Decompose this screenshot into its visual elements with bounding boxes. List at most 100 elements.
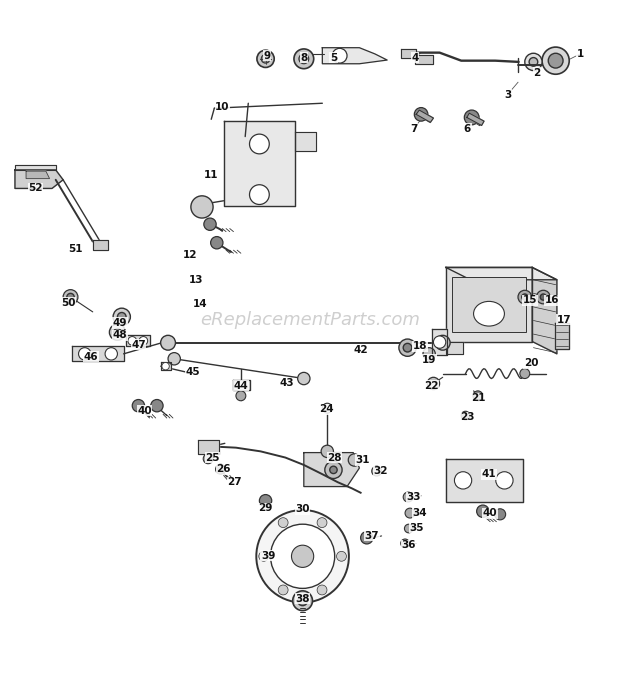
Polygon shape: [15, 165, 56, 170]
Text: 16: 16: [545, 295, 559, 305]
Text: 10: 10: [215, 102, 229, 112]
Ellipse shape: [474, 301, 505, 326]
Polygon shape: [304, 453, 360, 486]
Text: 37: 37: [365, 531, 379, 541]
Circle shape: [249, 134, 269, 154]
Circle shape: [405, 508, 415, 518]
Text: 2: 2: [534, 68, 541, 78]
Text: 49: 49: [113, 318, 127, 328]
Circle shape: [325, 461, 342, 479]
Polygon shape: [467, 113, 484, 126]
Circle shape: [256, 510, 349, 602]
Text: 9: 9: [264, 51, 270, 61]
Text: 11: 11: [204, 170, 218, 180]
Circle shape: [151, 400, 163, 412]
Text: 27: 27: [228, 477, 242, 487]
Circle shape: [403, 344, 412, 352]
Text: eReplacementParts.com: eReplacementParts.com: [200, 311, 420, 329]
Circle shape: [414, 108, 428, 121]
Text: 21: 21: [471, 393, 485, 403]
Circle shape: [317, 585, 327, 595]
Circle shape: [298, 596, 308, 606]
Polygon shape: [26, 171, 50, 178]
Circle shape: [117, 313, 126, 321]
Text: 26: 26: [216, 464, 231, 474]
Circle shape: [461, 411, 470, 420]
Circle shape: [433, 336, 446, 348]
Circle shape: [317, 518, 327, 527]
Text: 44: 44: [234, 381, 248, 391]
Text: 38: 38: [295, 594, 310, 604]
Circle shape: [168, 352, 180, 365]
Text: 25: 25: [205, 453, 219, 462]
Circle shape: [109, 324, 125, 340]
Text: 3: 3: [504, 89, 511, 100]
Circle shape: [427, 377, 440, 389]
Polygon shape: [555, 323, 569, 349]
Text: 47: 47: [131, 339, 146, 350]
Polygon shape: [73, 346, 123, 361]
Circle shape: [79, 348, 91, 360]
Circle shape: [139, 337, 148, 345]
Circle shape: [337, 551, 347, 561]
Text: 14: 14: [193, 299, 208, 309]
Text: 36: 36: [402, 540, 416, 550]
Circle shape: [270, 524, 335, 588]
Text: 29: 29: [259, 503, 273, 513]
Text: 39: 39: [261, 550, 275, 561]
Circle shape: [257, 50, 274, 68]
Text: 32: 32: [374, 466, 388, 476]
Circle shape: [203, 454, 213, 464]
Circle shape: [332, 48, 347, 63]
Text: 7: 7: [410, 124, 417, 134]
Circle shape: [403, 492, 413, 502]
Text: 13: 13: [188, 275, 203, 285]
Text: 28: 28: [327, 453, 342, 462]
Circle shape: [348, 454, 361, 466]
Polygon shape: [446, 459, 523, 502]
Circle shape: [162, 363, 169, 370]
Circle shape: [520, 369, 529, 378]
Text: 24: 24: [319, 404, 334, 415]
Circle shape: [293, 591, 312, 611]
Circle shape: [496, 472, 513, 489]
Text: 1: 1: [577, 49, 584, 59]
Circle shape: [113, 308, 130, 326]
Circle shape: [216, 464, 226, 474]
Polygon shape: [126, 335, 149, 346]
Circle shape: [67, 294, 74, 301]
Circle shape: [321, 445, 334, 458]
Text: 51: 51: [68, 244, 82, 254]
Text: 19: 19: [422, 355, 436, 365]
Circle shape: [399, 339, 416, 357]
Circle shape: [298, 372, 310, 385]
Text: 17: 17: [557, 315, 572, 325]
Circle shape: [477, 505, 489, 518]
Polygon shape: [532, 268, 557, 354]
Text: 35: 35: [410, 523, 424, 533]
Circle shape: [542, 47, 569, 74]
Circle shape: [278, 518, 288, 527]
Text: 18: 18: [413, 342, 427, 352]
Circle shape: [299, 54, 309, 64]
Text: 41: 41: [482, 469, 496, 479]
Text: 46: 46: [84, 352, 98, 362]
Text: 40: 40: [137, 406, 152, 416]
Circle shape: [291, 545, 314, 568]
Text: 20: 20: [524, 358, 538, 368]
Circle shape: [204, 218, 216, 230]
Bar: [452, 277, 526, 332]
Text: 31: 31: [355, 455, 370, 465]
Polygon shape: [446, 268, 532, 342]
Circle shape: [330, 466, 337, 473]
Circle shape: [401, 539, 409, 548]
Circle shape: [423, 348, 435, 360]
Circle shape: [128, 337, 136, 345]
Text: 34: 34: [412, 508, 427, 518]
Polygon shape: [415, 55, 433, 64]
Circle shape: [548, 53, 563, 68]
Polygon shape: [401, 49, 416, 57]
Polygon shape: [93, 240, 107, 250]
Polygon shape: [224, 120, 294, 206]
Text: 5: 5: [330, 53, 337, 63]
